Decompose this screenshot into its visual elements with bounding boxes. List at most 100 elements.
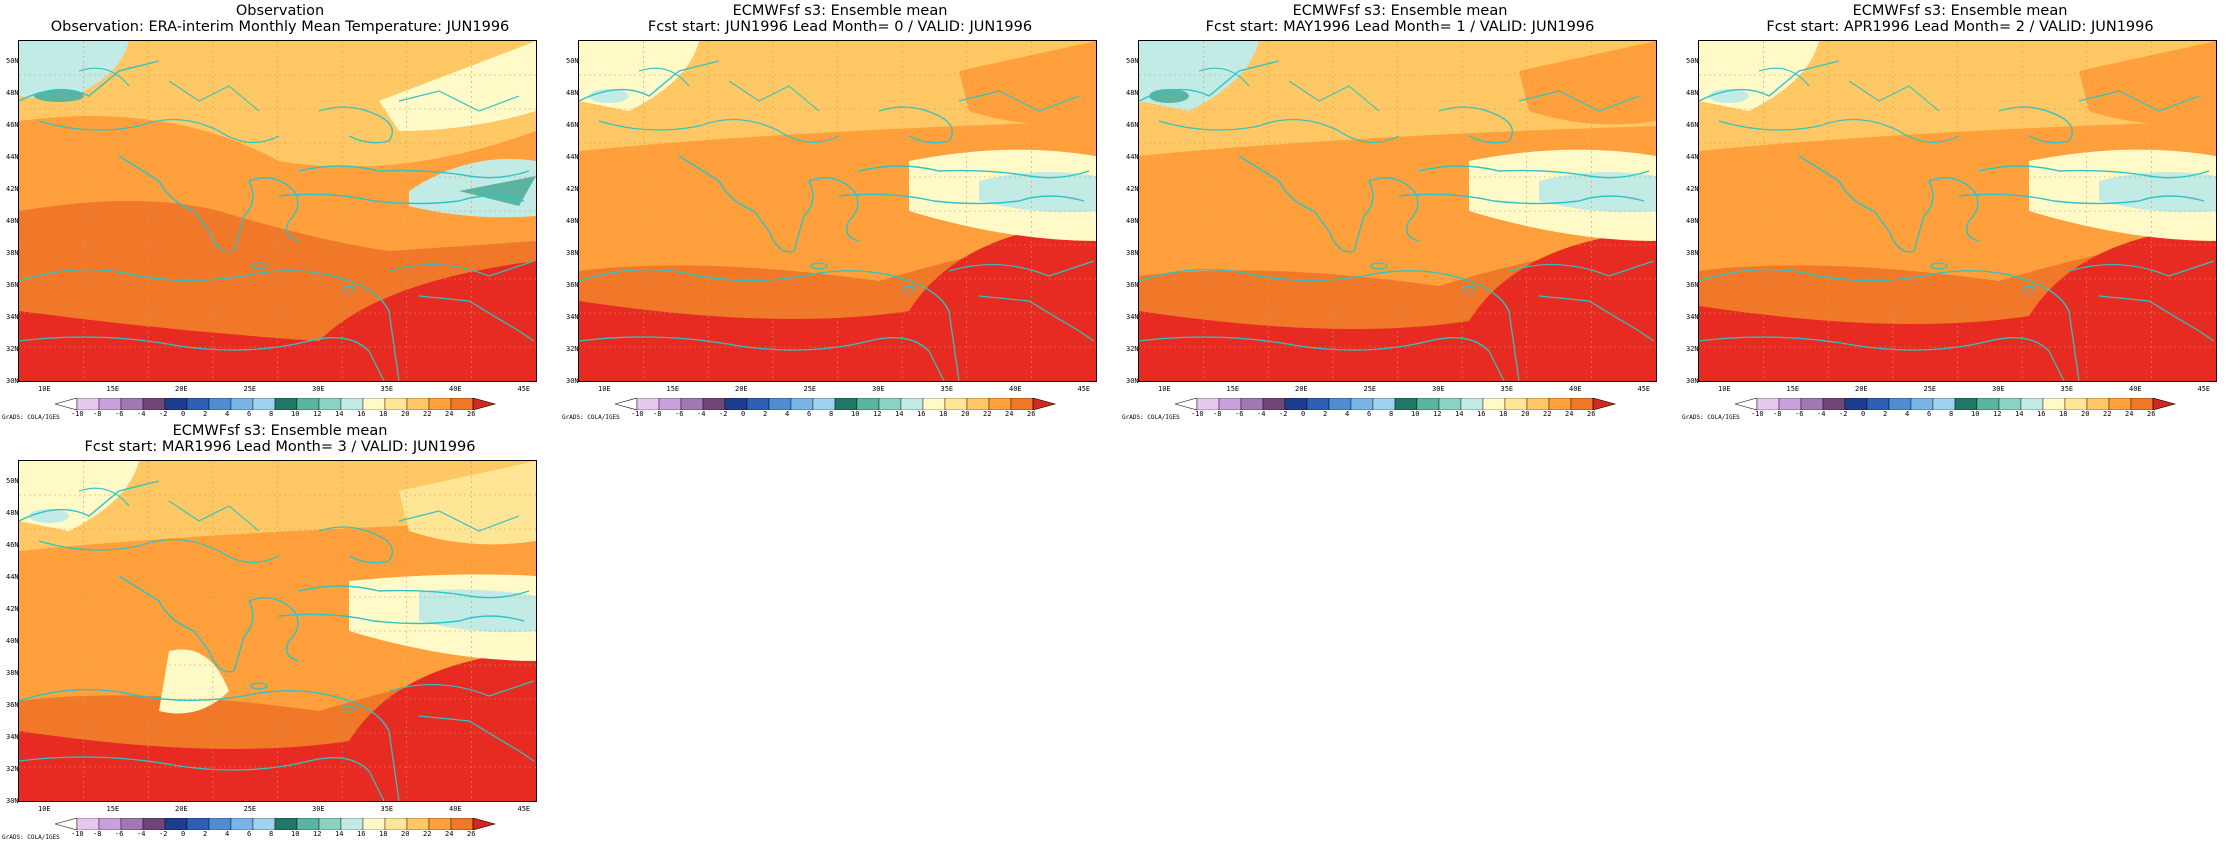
lat-label: 42N (6, 605, 19, 613)
colorbar-label: 20 (961, 410, 970, 418)
colorbar-label: 20 (2081, 410, 2090, 418)
lon-label: 15E (106, 385, 120, 393)
lat-label: 40N (1126, 217, 1139, 225)
colorbar-label: 22 (983, 410, 992, 418)
lat-label: 32N (566, 345, 579, 353)
lat-label: 44N (1126, 153, 1139, 161)
colorbar-label: 26 (467, 410, 476, 418)
lon-label: 20E (735, 385, 748, 393)
colorbar-label: 24 (2125, 410, 2134, 418)
lat-label: 50N (6, 477, 19, 485)
colorbar-label: 22 (423, 410, 432, 418)
map-panel-4: ECMWFsf s3: Ensemble mean Fcst start: MA… (0, 420, 560, 841)
colorbar-label: 16 (1477, 410, 1486, 418)
colorbar-label: -6 (1795, 410, 1804, 418)
colorbar-label: 6 (807, 410, 812, 418)
lat-label: 46N (566, 121, 579, 129)
colorbar-label: -4 (1257, 410, 1266, 418)
lat-label: 50N (1126, 57, 1139, 65)
colorbar-label: 18 (379, 410, 388, 418)
colorbar-label: 20 (401, 410, 410, 418)
colorbar-label: 24 (1005, 410, 1014, 418)
colorbar-label: 0 (181, 410, 186, 418)
colorbar-label: 26 (1587, 410, 1596, 418)
temperature-map (1138, 40, 1657, 382)
lat-label: 50N (6, 57, 19, 65)
lat-label: 34N (6, 313, 19, 321)
lat-label: 48N (6, 89, 19, 97)
colorbar-label: 4 (785, 410, 790, 418)
lat-label: 40N (6, 637, 19, 645)
colorbar-label: -4 (1817, 410, 1826, 418)
colorbar-label: 2 (203, 410, 208, 418)
colorbar-label: 16 (357, 410, 366, 418)
lon-label: 45E (517, 385, 531, 393)
lon-label: 10E (1158, 385, 1171, 393)
lat-label: 32N (6, 765, 19, 773)
colorbar-label: 0 (1301, 410, 1306, 418)
colorbar (1735, 398, 2177, 410)
colorbar-label: 6 (1367, 410, 1372, 418)
colorbar-label: 14 (335, 830, 344, 838)
lon-label: 30E (1432, 385, 1445, 393)
colorbar-label: 20 (1521, 410, 1530, 418)
colorbar-label: -2 (159, 830, 168, 838)
colorbar-label: 8 (269, 830, 274, 838)
lat-label: 40N (566, 217, 579, 225)
lat-label: 36N (6, 281, 19, 289)
colorbar-label: 2 (1883, 410, 1888, 418)
colorbar-label: 24 (445, 830, 454, 838)
lat-label: 44N (1686, 153, 1699, 161)
lat-label: 42N (6, 185, 19, 193)
colorbar-label: 4 (1345, 410, 1350, 418)
grads-credit: GrADS: COLA/IGES (1122, 414, 1180, 421)
lon-label: 40E (1569, 385, 1582, 393)
panel-title: Observation (235, 3, 325, 19)
colorbar-label: 14 (895, 410, 904, 418)
lat-label: 50N (1686, 57, 1699, 65)
colorbar-label: 14 (335, 410, 344, 418)
lon-label: 20E (1855, 385, 1868, 393)
panel-subtitle: Fcst start: MAY1996 Lead Month= 1 / VALI… (1205, 19, 1595, 35)
colorbar-label: -10 (71, 410, 84, 418)
colorbar-label: 14 (2015, 410, 2024, 418)
map-panel-0: Observation Observation: ERA-interim Mon… (0, 0, 560, 421)
lon-label: 45E (2197, 385, 2211, 393)
colorbar-label: 12 (313, 830, 322, 838)
lon-label: 35E (1500, 385, 1514, 393)
colorbar-label: 0 (181, 830, 186, 838)
colorbar-label: 16 (357, 830, 366, 838)
lon-label: 20E (175, 805, 188, 813)
lat-label: 48N (566, 89, 579, 97)
colorbar-label: -2 (719, 410, 728, 418)
colorbar-label: -6 (675, 410, 684, 418)
colorbar-label: 6 (247, 410, 252, 418)
lon-label: 40E (2129, 385, 2142, 393)
colorbar-label: 16 (2037, 410, 2046, 418)
lon-label: 40E (449, 805, 462, 813)
colorbar (55, 818, 497, 830)
lon-label: 35E (380, 385, 394, 393)
colorbar-label: 18 (2059, 410, 2068, 418)
colorbar-label: 10 (291, 830, 300, 838)
lat-label: 38N (1686, 249, 1699, 257)
colorbar-label: -4 (697, 410, 706, 418)
lat-label: 32N (1126, 345, 1139, 353)
panel-title: ECMWFsf s3: Ensemble mean (1852, 3, 2068, 19)
colorbar-label: 4 (225, 830, 230, 838)
colorbar-label: 20 (401, 830, 410, 838)
colorbar-label: 14 (1455, 410, 1464, 418)
colorbar-label: 2 (203, 830, 208, 838)
colorbar-label: 26 (2147, 410, 2156, 418)
colorbar-label: 6 (247, 830, 252, 838)
lat-label: 30N (6, 377, 19, 385)
lat-label: 46N (6, 121, 19, 129)
colorbar-label: -10 (1751, 410, 1764, 418)
colorbar-label: -6 (1235, 410, 1244, 418)
lat-label: 30N (1126, 377, 1139, 385)
lon-label: 10E (598, 385, 611, 393)
lon-label: 35E (2060, 385, 2074, 393)
lat-label: 36N (1686, 281, 1699, 289)
lon-label: 30E (312, 805, 325, 813)
colorbar-label: 12 (313, 410, 322, 418)
